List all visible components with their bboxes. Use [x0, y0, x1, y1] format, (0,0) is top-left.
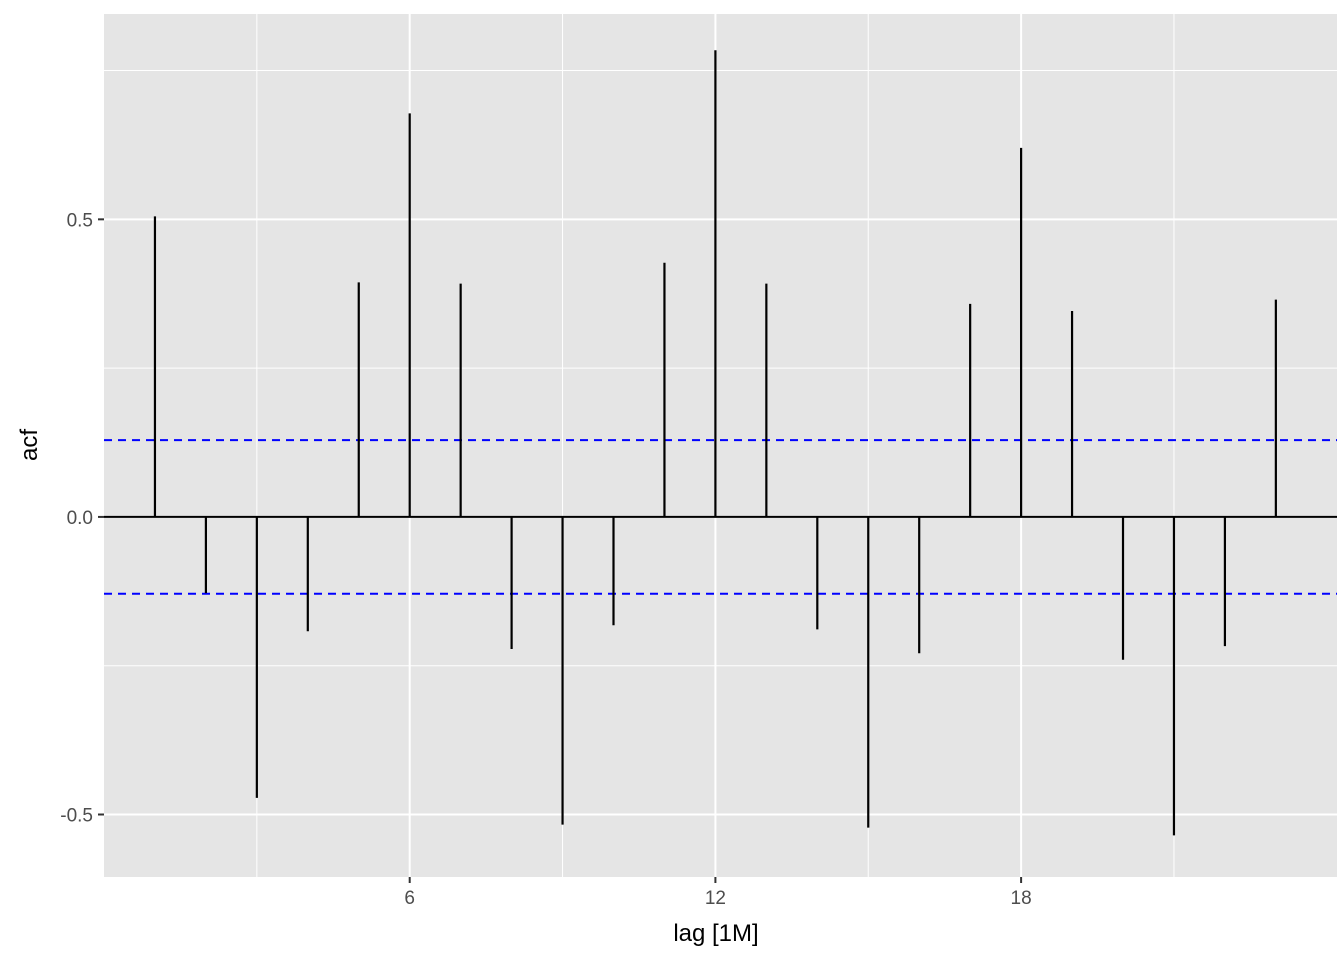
- x-axis-title: lag [1M]: [673, 920, 758, 947]
- y-axis-title: acf: [16, 429, 43, 461]
- x-tick-label: 18: [1011, 888, 1032, 909]
- x-axis-ticks: 6 12 18: [404, 877, 1032, 909]
- plot-panel: [104, 14, 1337, 877]
- x-tick-label: 12: [705, 888, 726, 909]
- minor-gridlines: [104, 14, 1337, 877]
- y-tick-label: 0.5: [67, 210, 93, 231]
- y-tick-label: -0.5: [60, 806, 93, 827]
- x-tick-label: 6: [404, 888, 415, 909]
- confidence-bounds: [104, 439, 1337, 595]
- y-axis-ticks: -0.5 0.0 0.5: [60, 210, 104, 827]
- acf-bars: [104, 50, 1337, 836]
- y-tick-label: 0.0: [67, 508, 93, 529]
